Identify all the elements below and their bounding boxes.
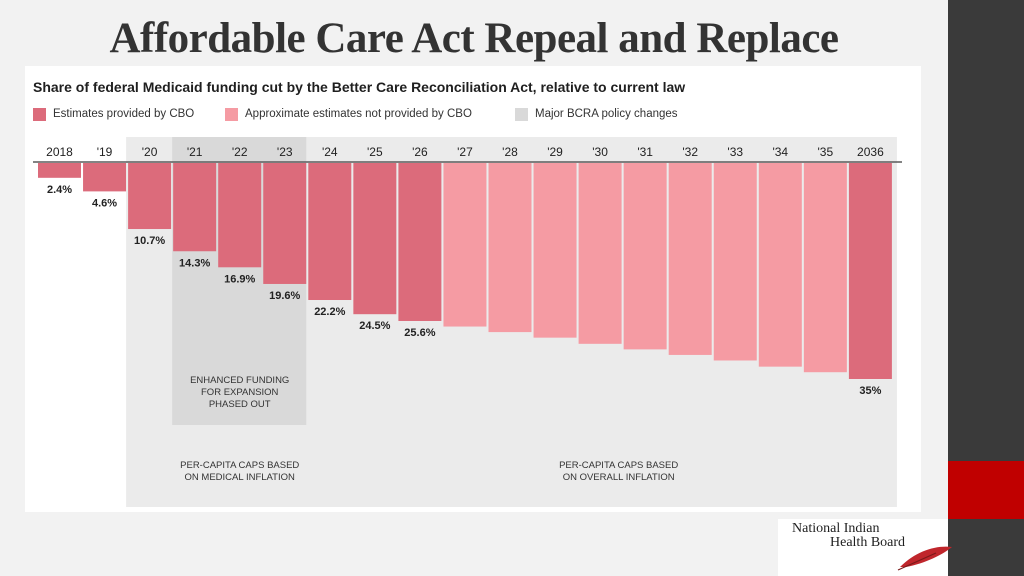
tick-label: 2036 [857, 145, 884, 159]
tick-label: '21 [187, 145, 203, 159]
tick-label: '24 [322, 145, 338, 159]
legend-label-estimate: Approximate estimates not provided by CB… [245, 108, 472, 120]
annotation-enhanced-funding: PHASED OUT [209, 399, 271, 410]
tick-label: '20 [142, 145, 158, 159]
annotation-medical-inflation: ON MEDICAL INFLATION [185, 472, 295, 483]
bar [263, 163, 307, 284]
legend-item-cbo: Estimates provided by CBO [33, 106, 194, 122]
tick-label: '19 [97, 145, 113, 159]
tick-label: '31 [637, 145, 653, 159]
tick-label: '27 [457, 145, 473, 159]
side-rail-accent [948, 461, 1024, 519]
data-label: 24.5% [359, 320, 390, 332]
legend-item-policy: Major BCRA policy changes [515, 106, 678, 122]
legend-item-estimate: Approximate estimates not provided by CB… [225, 106, 472, 122]
legend-swatch-cbo [33, 107, 46, 121]
legend-swatch-estimate [225, 107, 238, 121]
bar [758, 163, 802, 367]
data-label: 4.6% [92, 197, 117, 209]
tick-label: '32 [682, 145, 698, 159]
data-label: 25.6% [404, 327, 435, 339]
bar [218, 163, 262, 268]
tick-label: 2018 [46, 145, 73, 159]
tick-label: '34 [772, 145, 788, 159]
data-label: 10.7% [134, 235, 165, 247]
data-label: 19.6% [269, 290, 300, 302]
data-label: 35% [859, 385, 881, 397]
annotation-overall-inflation: ON OVERALL INFLATION [563, 472, 675, 483]
tick-label: '29 [547, 145, 563, 159]
bar [128, 163, 172, 230]
bar [668, 163, 712, 355]
annotation-enhanced-funding: FOR EXPANSION [201, 387, 279, 398]
tick-label: '22 [232, 145, 248, 159]
bar [308, 163, 352, 301]
tick-label: '33 [727, 145, 743, 159]
bar [488, 163, 532, 333]
tick-label: '26 [412, 145, 428, 159]
tick-label: '25 [367, 145, 383, 159]
bar [443, 163, 487, 327]
slide-title: Affordable Care Act Repeal and Replace [109, 15, 839, 62]
chart-title: Share of federal Medicaid funding cut by… [33, 79, 686, 95]
data-label: 2.4% [47, 184, 72, 196]
annotation-enhanced-funding: ENHANCED FUNDING [190, 375, 289, 386]
annotation-medical-inflation: PER-CAPITA CAPS BASED [180, 460, 299, 471]
feather-icon [897, 546, 952, 571]
tick-label: '35 [818, 145, 834, 159]
tick-label: '28 [502, 145, 518, 159]
legend-swatch-policy [515, 107, 528, 121]
data-label: 16.9% [224, 273, 255, 285]
bar [83, 163, 127, 192]
annotation-overall-inflation: PER-CAPITA CAPS BASED [559, 460, 678, 471]
tick-label: '23 [277, 145, 293, 159]
bar [713, 163, 757, 361]
bar [38, 163, 81, 178]
bar [623, 163, 667, 350]
logo-line-1: National Indian [792, 521, 880, 536]
bar [803, 163, 847, 373]
bar [533, 163, 577, 338]
bar [848, 163, 892, 379]
bar [353, 163, 397, 315]
legend-label-policy: Major BCRA policy changes [535, 108, 678, 120]
bar [398, 163, 442, 321]
logo-line-2: Health Board [830, 535, 906, 550]
legend-label-cbo: Estimates provided by CBO [53, 108, 195, 120]
tick-label: '30 [592, 145, 608, 159]
bar [173, 163, 217, 252]
data-label: 22.2% [314, 306, 345, 318]
organization-logo: National Indian Health Board [778, 519, 952, 576]
bar [578, 163, 622, 344]
data-label: 14.3% [179, 257, 210, 269]
